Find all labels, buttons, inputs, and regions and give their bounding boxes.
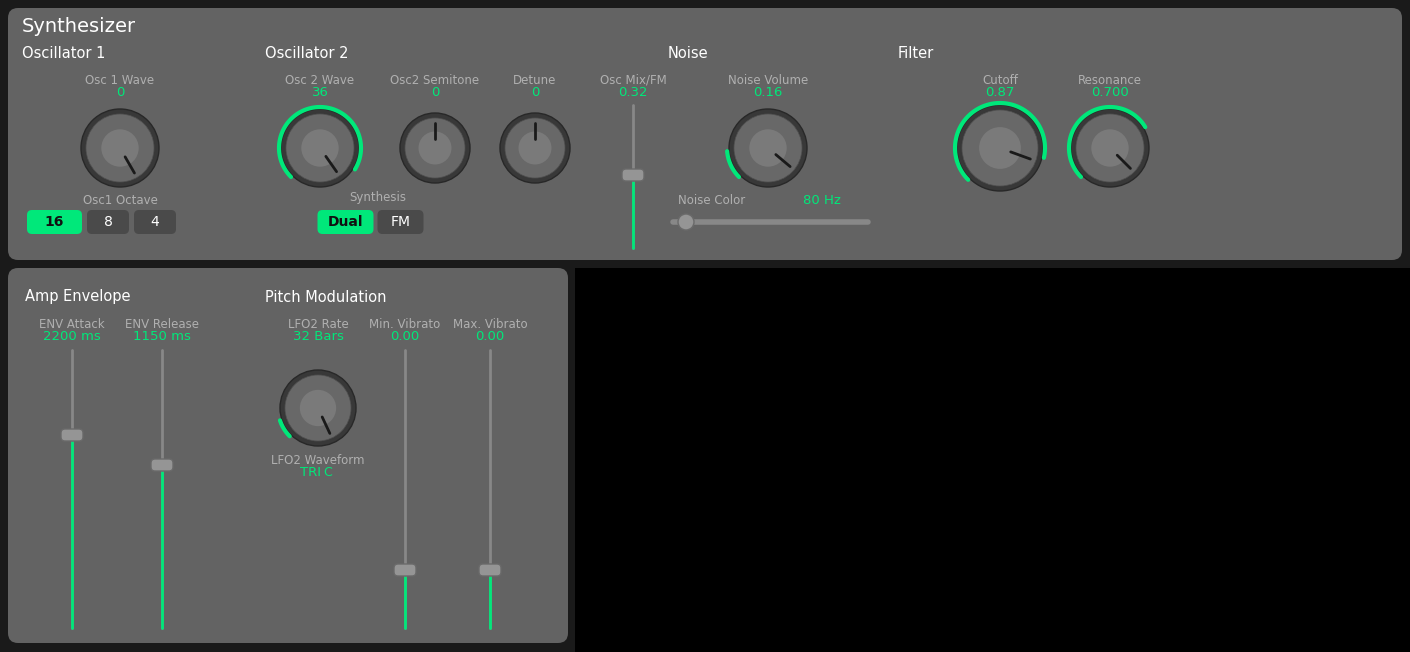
Circle shape xyxy=(957,105,1043,191)
Text: 36: 36 xyxy=(312,87,329,100)
Circle shape xyxy=(519,132,551,164)
Text: Pitch Modulation: Pitch Modulation xyxy=(265,289,386,304)
Text: Synthesis: Synthesis xyxy=(350,192,406,205)
Text: Osc1 Octave: Osc1 Octave xyxy=(83,194,158,207)
Text: Amp Envelope: Amp Envelope xyxy=(25,289,131,304)
Text: Synthesizer: Synthesizer xyxy=(23,16,137,35)
FancyBboxPatch shape xyxy=(61,429,83,441)
Circle shape xyxy=(505,118,565,178)
Circle shape xyxy=(102,129,138,167)
Text: ENV Release: ENV Release xyxy=(125,318,199,331)
Text: Osc 1 Wave: Osc 1 Wave xyxy=(86,74,155,87)
Text: Min. Vibrato: Min. Vibrato xyxy=(369,318,440,331)
Text: Noise: Noise xyxy=(668,46,709,61)
Text: Oscillator 1: Oscillator 1 xyxy=(23,46,106,61)
Text: 0.32: 0.32 xyxy=(618,87,647,100)
Text: 80 Hz: 80 Hz xyxy=(804,194,840,207)
Circle shape xyxy=(419,132,451,164)
Circle shape xyxy=(281,109,360,187)
Text: Osc Mix/FM: Osc Mix/FM xyxy=(599,74,667,87)
Text: Filter: Filter xyxy=(898,46,935,61)
Circle shape xyxy=(735,114,802,182)
Text: 1150 ms: 1150 ms xyxy=(133,331,190,344)
Circle shape xyxy=(300,390,336,426)
Circle shape xyxy=(1091,129,1128,167)
Text: Noise Color: Noise Color xyxy=(678,194,746,207)
Circle shape xyxy=(405,118,465,178)
Text: 0.00: 0.00 xyxy=(475,331,505,344)
Circle shape xyxy=(281,370,355,446)
Circle shape xyxy=(501,113,570,183)
Circle shape xyxy=(286,114,354,182)
Text: 2200 ms: 2200 ms xyxy=(44,331,102,344)
FancyBboxPatch shape xyxy=(87,210,128,234)
FancyBboxPatch shape xyxy=(479,564,501,576)
Text: 0.700: 0.700 xyxy=(1091,87,1129,100)
Text: TRI: TRI xyxy=(299,466,320,479)
Text: LFO2 Waveform: LFO2 Waveform xyxy=(271,454,365,466)
Circle shape xyxy=(1072,109,1149,187)
Text: LFO2 Rate: LFO2 Rate xyxy=(288,318,348,331)
Text: 32 Bars: 32 Bars xyxy=(292,331,344,344)
FancyBboxPatch shape xyxy=(575,268,1410,652)
Text: 0.87: 0.87 xyxy=(986,87,1015,100)
Text: 0: 0 xyxy=(431,87,439,100)
Text: Resonance: Resonance xyxy=(1079,74,1142,87)
FancyBboxPatch shape xyxy=(27,210,82,234)
Circle shape xyxy=(400,113,470,183)
FancyBboxPatch shape xyxy=(8,268,568,643)
Circle shape xyxy=(302,129,338,167)
FancyBboxPatch shape xyxy=(393,564,416,576)
FancyBboxPatch shape xyxy=(151,459,173,471)
Text: Osc2 Semitone: Osc2 Semitone xyxy=(391,74,479,87)
Text: Oscillator 2: Oscillator 2 xyxy=(265,46,348,61)
Text: Max. Vibrato: Max. Vibrato xyxy=(453,318,527,331)
FancyBboxPatch shape xyxy=(378,210,423,234)
Text: Detune: Detune xyxy=(513,74,557,87)
Text: Dual: Dual xyxy=(327,215,364,229)
FancyBboxPatch shape xyxy=(622,169,644,181)
Text: 4: 4 xyxy=(151,215,159,229)
Text: 0: 0 xyxy=(530,87,539,100)
Circle shape xyxy=(729,109,807,187)
Circle shape xyxy=(86,114,154,182)
Circle shape xyxy=(749,129,787,167)
Text: ENV Attack: ENV Attack xyxy=(39,318,104,331)
Circle shape xyxy=(678,214,694,230)
Circle shape xyxy=(962,110,1038,186)
Text: FM: FM xyxy=(391,215,410,229)
Text: Cutoff: Cutoff xyxy=(981,74,1018,87)
Circle shape xyxy=(979,127,1021,169)
Text: C: C xyxy=(324,466,333,479)
Text: 0: 0 xyxy=(116,87,124,100)
Circle shape xyxy=(1076,114,1144,182)
Text: 0.16: 0.16 xyxy=(753,87,783,100)
FancyBboxPatch shape xyxy=(134,210,176,234)
Circle shape xyxy=(80,109,159,187)
FancyBboxPatch shape xyxy=(317,210,374,234)
Text: 0.00: 0.00 xyxy=(391,331,420,344)
Text: 8: 8 xyxy=(103,215,113,229)
Text: 16: 16 xyxy=(44,215,63,229)
Circle shape xyxy=(285,375,351,441)
Text: Noise Volume: Noise Volume xyxy=(728,74,808,87)
Text: Osc 2 Wave: Osc 2 Wave xyxy=(285,74,354,87)
FancyBboxPatch shape xyxy=(8,8,1402,260)
